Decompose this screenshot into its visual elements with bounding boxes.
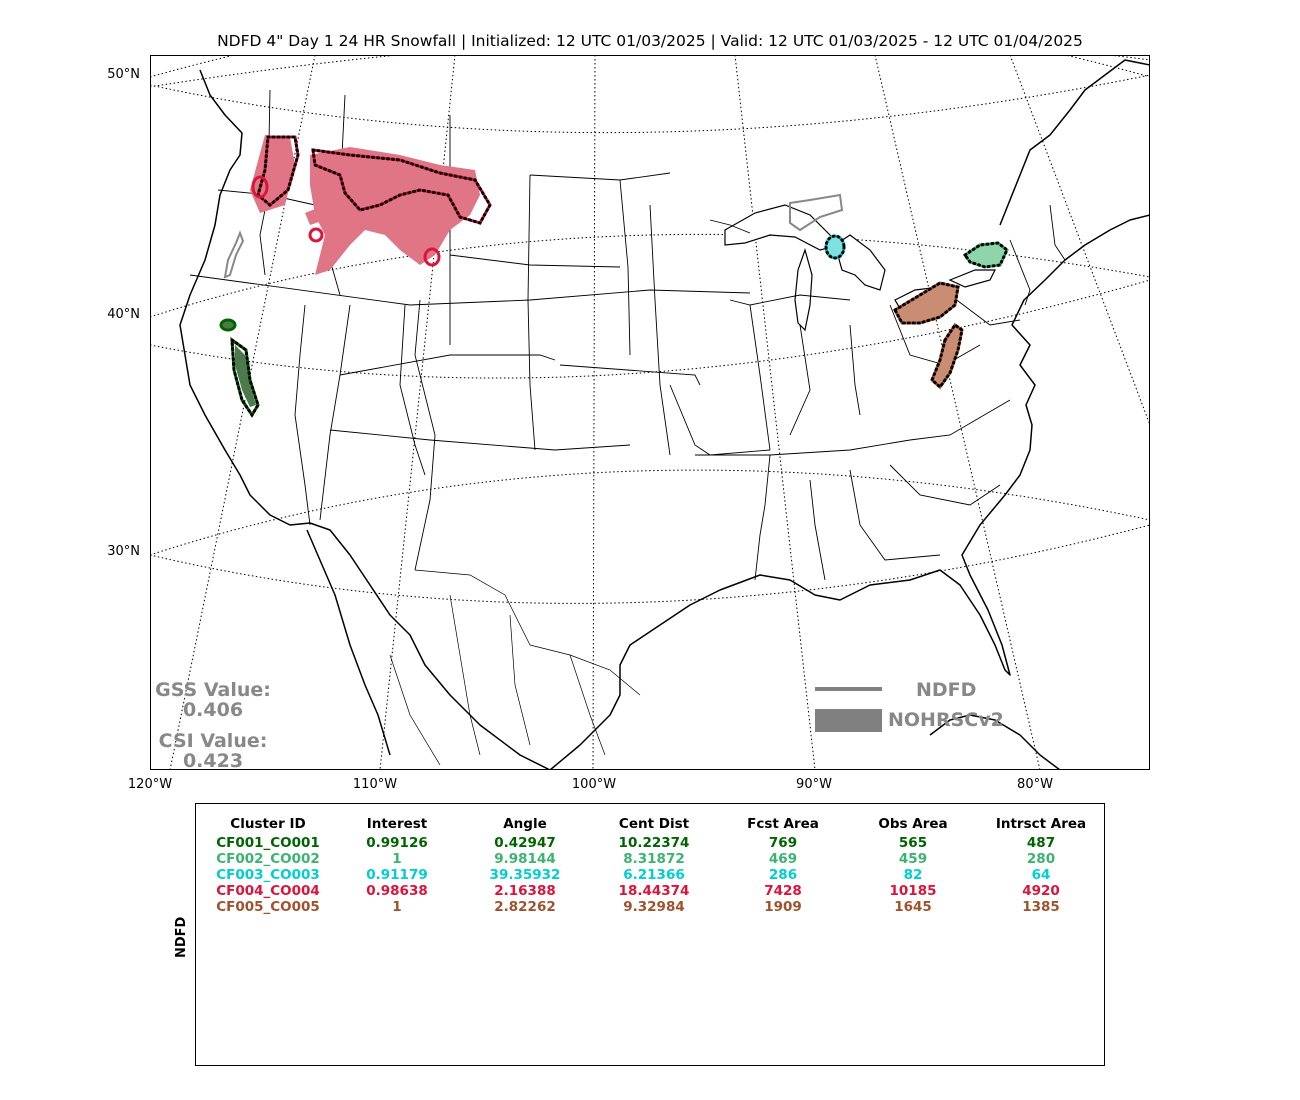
- table-cell: 1909: [764, 899, 802, 915]
- table-cell: 82: [903, 867, 923, 883]
- table-cell: CF001_CO001: [216, 835, 320, 851]
- legend-fill-label: NOHRSCv2: [888, 709, 1004, 731]
- table-header: Interest: [366, 816, 428, 832]
- ndfd-isolated-contour: [223, 230, 245, 279]
- table-cell: 9.98144: [494, 851, 556, 867]
- table-cell: 10.22374: [618, 835, 690, 851]
- table-cell: CF003_CO003: [216, 867, 320, 883]
- table-header: Angle: [503, 816, 547, 832]
- table-cell: 2.16388: [494, 883, 556, 899]
- table-header: Cluster ID: [230, 816, 306, 832]
- table-cell: 0.42947: [494, 835, 556, 851]
- table-cell: CF005_CO005: [216, 899, 320, 915]
- table-cell: 565: [898, 835, 928, 851]
- cluster-stats-table: Cluster ID Interest Angle Cent Dist Fcst…: [195, 803, 1105, 1066]
- table-cell: CF002_CO002: [216, 851, 320, 867]
- table-cell: 1385: [1022, 899, 1060, 915]
- cluster-cf003: [789, 193, 846, 260]
- table-cell: 1: [392, 899, 402, 915]
- legend-line-label: NDFD: [916, 679, 977, 701]
- table-cell: 6.21366: [623, 867, 685, 883]
- table-cell: 7428: [764, 883, 802, 899]
- table-cell: 9.32984: [623, 899, 685, 915]
- table-cell: 487: [1026, 835, 1056, 851]
- table-header: Cent Dist: [618, 816, 690, 832]
- csi-label: CSI Value:: [158, 730, 268, 752]
- csi-value: 0.423: [182, 750, 244, 772]
- mexico-borders: [389, 569, 641, 766]
- table-header: Intrsct Area: [995, 816, 1087, 832]
- table-cell: 0.91179: [366, 867, 428, 883]
- gss-value: 0.406: [182, 699, 244, 721]
- cluster-cf002: [962, 241, 1009, 269]
- cluster-cf004: [250, 135, 492, 275]
- table-cell: 469: [768, 851, 798, 867]
- lon-label-110: 110°W: [352, 777, 398, 792]
- table-cell: 1: [392, 851, 402, 867]
- table-header: Fcst Area: [747, 816, 819, 832]
- gss-label: GSS Value:: [155, 679, 271, 701]
- table-cell: 39.35932: [489, 867, 561, 883]
- table-cell: 286: [768, 867, 798, 883]
- lon-label-90: 90°W: [796, 777, 832, 792]
- table-cell: 0.99126: [366, 835, 428, 851]
- lon-label-120: 120°W: [127, 777, 173, 792]
- table-cell: 18.44374: [618, 883, 690, 899]
- table-cell: 4920: [1022, 883, 1060, 899]
- lat-label-50: 50°N: [107, 67, 140, 82]
- lon-label-80: 80°W: [1017, 777, 1053, 792]
- great-lakes: [724, 204, 996, 332]
- table-side-label: NDFD: [174, 916, 189, 958]
- lon-label-100: 100°W: [571, 777, 617, 792]
- legend-graphics: [815, 687, 882, 732]
- table-header: Obs Area: [878, 816, 948, 832]
- snowfall-map: GSS Value: 0.406 CSI Value: 0.423 NDFD N…: [150, 55, 1150, 772]
- graticule-meridians: [169, 55, 1150, 770]
- table-cell: 459: [898, 851, 928, 867]
- table-cell: 2.82262: [494, 899, 556, 915]
- cluster-cf005: [893, 281, 964, 390]
- table-cell: 8.31872: [623, 851, 685, 867]
- table-cell: 64: [1031, 867, 1051, 883]
- legend-fill-swatch: [815, 709, 882, 732]
- cluster-cf001: [219, 318, 260, 418]
- table-cell: 280: [1026, 851, 1056, 867]
- lat-label-40: 40°N: [107, 307, 140, 322]
- lat-label-30: 30°N: [107, 544, 140, 559]
- state-borders: [189, 89, 1066, 581]
- table-cell: 10185: [889, 883, 937, 899]
- map-border: [150, 55, 1150, 770]
- table-cell: 1645: [894, 899, 932, 915]
- table-cell: CF004_CO004: [216, 883, 320, 899]
- table-cell: 769: [768, 835, 798, 851]
- table-cell: 0.98638: [366, 883, 428, 899]
- map-svg: [150, 55, 1150, 770]
- graticule-parallels: [150, 55, 1150, 604]
- chart-title: NDFD 4" Day 1 24 HR Snowfall | Initializ…: [217, 32, 1083, 50]
